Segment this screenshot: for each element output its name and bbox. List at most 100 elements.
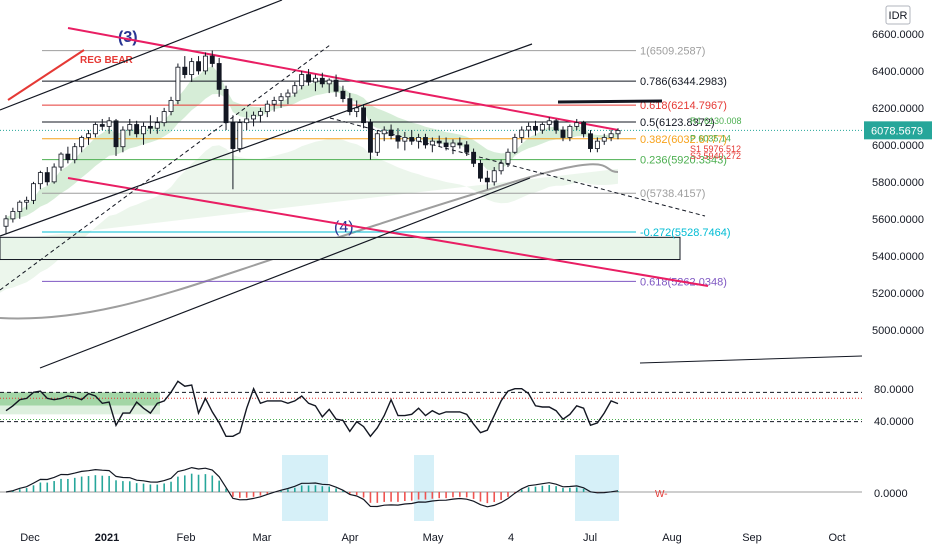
candle-body bbox=[264, 103, 270, 112]
dashed-channel bbox=[0, 44, 331, 291]
candle-body bbox=[409, 137, 415, 142]
candle-body bbox=[402, 137, 408, 142]
candle-body bbox=[519, 129, 525, 138]
candle-body bbox=[141, 125, 146, 135]
candle-body bbox=[588, 133, 593, 149]
candle-body bbox=[457, 142, 463, 146]
candle-body bbox=[347, 98, 353, 112]
fib-label: 0(5738.4157) bbox=[640, 188, 705, 200]
macd-highlight bbox=[575, 455, 619, 521]
trend-mid bbox=[0, 43, 533, 237]
candle-body bbox=[237, 122, 243, 149]
fib-label: 1(6509.2587) bbox=[640, 46, 705, 58]
candle-body bbox=[3, 218, 9, 227]
demand-zone bbox=[0, 236, 681, 261]
fib-label: 0.382(6032.8777) bbox=[640, 134, 727, 146]
macd-zero-label: 0.0000 bbox=[874, 488, 908, 500]
candle-body bbox=[312, 77, 318, 83]
candle-body bbox=[574, 122, 580, 127]
price-tick-label: 5800.0000 bbox=[872, 177, 924, 189]
candle-body bbox=[533, 125, 538, 131]
candle-body bbox=[154, 122, 160, 129]
wave-label-3: (3) bbox=[118, 29, 138, 46]
candle-body bbox=[354, 107, 360, 112]
ema-ribbon bbox=[6, 66, 618, 221]
marker-line bbox=[557, 99, 663, 104]
candle-body bbox=[257, 111, 263, 116]
candle-body bbox=[498, 162, 504, 172]
candle-body bbox=[450, 142, 456, 148]
osc-fill bbox=[0, 405, 160, 415]
candle-body bbox=[99, 124, 105, 127]
wave-label-4: (4) bbox=[334, 219, 354, 236]
candle-body bbox=[182, 66, 188, 75]
candle-body bbox=[127, 124, 133, 131]
osc-level-40-label: 40.0000 bbox=[874, 416, 914, 428]
candle-body bbox=[388, 129, 394, 137]
time-tick-label: Apr bbox=[341, 532, 358, 544]
candle-body bbox=[333, 79, 339, 92]
candle-body bbox=[10, 211, 16, 220]
time-tick-label: Oct bbox=[828, 532, 845, 544]
candle-body bbox=[292, 85, 298, 94]
pivot-label: S3 5940.272 bbox=[690, 151, 741, 161]
candle-body bbox=[361, 107, 367, 124]
price-tick-label: 5400.0000 bbox=[872, 251, 924, 263]
candle-body bbox=[416, 137, 422, 142]
pivot-label: S1 5976.512 bbox=[690, 144, 741, 154]
candle-body bbox=[189, 61, 195, 75]
candle-body bbox=[567, 125, 573, 138]
time-tick-label: Aug bbox=[662, 532, 682, 544]
time-tick-label: Dec bbox=[20, 532, 40, 544]
last-price-label: 6078.5679 bbox=[871, 125, 923, 137]
candle-body bbox=[601, 137, 607, 142]
candle-body bbox=[484, 177, 490, 183]
candle-body bbox=[31, 183, 36, 201]
candle-body bbox=[244, 118, 250, 124]
pivot-label: R1 6130.008 bbox=[690, 116, 742, 126]
candle-body bbox=[51, 166, 57, 183]
osc-level-80-label: 80.0000 bbox=[874, 384, 914, 396]
candle-body bbox=[464, 144, 470, 153]
candle-body bbox=[147, 125, 153, 129]
candle-body bbox=[505, 151, 511, 164]
trend-upper bbox=[0, 0, 283, 111]
candle-body bbox=[278, 96, 284, 101]
lower-band bbox=[0, 138, 618, 293]
fib-label: 0.618(6214.7967) bbox=[640, 100, 727, 112]
candle-body bbox=[581, 122, 587, 135]
fib-label: 0.786(6344.2983) bbox=[640, 76, 727, 88]
candle-body bbox=[17, 201, 23, 212]
reg-bear-label: REG BEAR bbox=[80, 55, 134, 66]
price-tick-label: 5600.0000 bbox=[872, 214, 924, 226]
candle-body bbox=[374, 133, 380, 153]
price-tick-label: 6200.0000 bbox=[872, 103, 924, 115]
candle-body bbox=[443, 142, 449, 148]
price-tick-label: 6000.0000 bbox=[872, 140, 924, 152]
time-tick-label: Jul bbox=[583, 532, 597, 544]
time-tick-label: Sep bbox=[742, 532, 762, 544]
candle-body bbox=[471, 151, 477, 164]
candle-body bbox=[608, 133, 614, 138]
candle-body bbox=[271, 100, 277, 105]
fib-label: -0.272(5528.7464) bbox=[640, 227, 731, 239]
channel-upper bbox=[67, 27, 619, 131]
last-price-tag bbox=[864, 121, 932, 140]
candle-body bbox=[202, 55, 208, 72]
candle-body bbox=[65, 153, 71, 161]
candle-body bbox=[24, 199, 30, 203]
candle-body bbox=[340, 90, 346, 100]
candle-body bbox=[478, 162, 483, 179]
osc-line bbox=[5, 380, 619, 438]
pivot-label: P 6035.14 bbox=[690, 133, 731, 143]
time-tick-label: 2021 bbox=[95, 532, 119, 544]
time-tick-label: May bbox=[423, 532, 444, 544]
candle-body bbox=[92, 124, 98, 135]
candle-body bbox=[368, 122, 373, 153]
candle-body bbox=[58, 153, 64, 168]
candle-body bbox=[436, 140, 442, 144]
price-tick-label: 5200.0000 bbox=[872, 288, 924, 300]
currency-badge-box[interactable] bbox=[885, 5, 911, 25]
